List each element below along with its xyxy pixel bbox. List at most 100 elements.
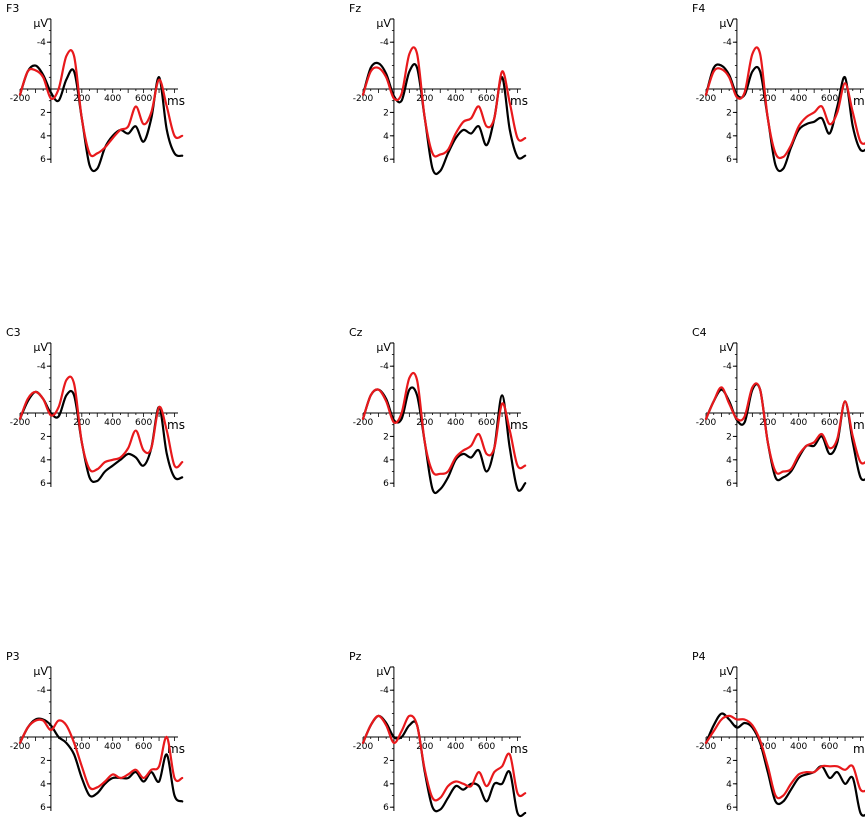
x-tick-label: 600 [135,742,152,752]
x-tick-label: 200 [73,418,90,428]
y-tick-label: 2 [40,432,46,442]
x-tick-label: 600 [821,742,838,752]
x-unit-label: ms [853,742,865,756]
y-tick-label: 4 [40,456,46,466]
y-tick-label: 4 [40,132,46,142]
y-tick-label: 4 [726,780,732,790]
y-tick-label: -4 [37,686,46,696]
y-tick-label: 2 [726,108,732,118]
x-tick-label: 400 [447,418,464,428]
y-tick-label: 2 [726,756,732,766]
y-tick-label: 2 [383,108,389,118]
erp-waveform-red [18,49,184,158]
electrode-label: F3 [6,2,19,15]
x-tick-label: 400 [447,742,464,752]
y-tick-label: 6 [383,803,389,813]
y-tick-label: 6 [40,155,46,165]
y-tick-label: 4 [383,132,389,142]
x-tick-label: 600 [135,418,152,428]
x-tick-label: 200 [416,742,433,752]
x-tick-label: -200 [696,742,717,752]
electrode-label: Cz [349,326,363,339]
x-tick-label: 400 [104,418,121,428]
erp-panel-c3: C3 µV -4 2 4 6 -200 200 400 600 ms [6,326,185,489]
electrode-label: Pz [349,650,362,663]
x-tick-label: 200 [759,742,776,752]
x-tick-label: 600 [478,742,495,752]
x-tick-label: -200 [10,418,31,428]
electrode-label: P3 [6,650,20,663]
x-tick-label: 400 [790,418,807,428]
x-tick-label: 600 [821,418,838,428]
x-tick-label: -200 [353,94,374,104]
y-tick-label: 2 [726,432,732,442]
erp-waveform-red [18,718,184,791]
y-tick-label: -4 [37,362,46,372]
y-tick-label: 2 [40,756,46,766]
x-unit-label: ms [510,742,528,756]
y-tick-label: 6 [726,155,732,165]
electrode-label: F4 [692,2,705,15]
x-tick-label: 200 [73,742,90,752]
erp-waveform-red [704,46,865,160]
x-tick-label: 200 [416,418,433,428]
erp-waveform-red [361,46,527,158]
x-unit-label: ms [167,742,185,756]
y-unit-label: µV [376,17,391,30]
x-tick-label: 400 [790,94,807,104]
x-unit-label: ms [510,94,528,108]
erp-panel-p3: P3 µV -4 2 4 6 -200 200 400 600 ms [6,650,185,813]
y-tick-label: 2 [383,756,389,766]
x-tick-label: -200 [10,94,31,104]
x-tick-label: 400 [790,742,807,752]
y-unit-label: µV [33,665,48,678]
y-tick-label: 4 [383,456,389,466]
x-tick-label: 400 [104,742,121,752]
y-unit-label: µV [719,341,734,354]
y-tick-label: 6 [40,803,46,813]
erp-panel-f3: F3 µV -4 2 4 6 -200 200 400 600 ms [6,2,185,173]
erp-waveform-red [361,371,527,476]
y-tick-label: -4 [380,38,389,48]
electrode-label: C3 [6,326,21,339]
x-tick-label: -200 [696,94,717,104]
erp-waveform-red [704,714,865,800]
erp-waveform-red [18,375,184,473]
y-tick-label: -4 [380,686,389,696]
erp-panel-fz: Fz µV -4 2 4 6 -200 200 400 600 ms [349,2,528,176]
x-unit-label: ms [510,418,528,432]
y-unit-label: µV [33,341,48,354]
erp-waveform-black [361,714,527,818]
y-unit-label: µV [719,665,734,678]
x-tick-label: -200 [696,418,717,428]
erp-waveform-red [361,714,527,802]
x-tick-label: -200 [353,418,374,428]
y-tick-label: 4 [726,132,732,142]
electrode-label: Fz [349,2,361,15]
y-tick-label: -4 [723,686,732,696]
x-tick-label: 200 [73,94,90,104]
y-unit-label: µV [33,17,48,30]
x-tick-label: 400 [447,94,464,104]
y-unit-label: µV [376,341,391,354]
y-tick-label: 2 [40,108,46,118]
x-unit-label: ms [853,418,865,432]
y-tick-label: -4 [723,362,732,372]
x-tick-label: 600 [478,94,495,104]
y-tick-label: 6 [726,803,732,813]
x-unit-label: ms [853,94,865,108]
erp-panel-c4: C4 µV -4 2 4 6 -200 200 400 600 ms [692,326,865,489]
x-tick-label: -200 [10,742,31,752]
x-tick-label: 200 [759,94,776,104]
y-tick-label: 6 [40,479,46,489]
erp-waveform-black [18,717,184,803]
y-tick-label: 4 [40,780,46,790]
electrode-label: P4 [692,650,706,663]
x-tick-label: 400 [104,94,121,104]
y-tick-label: 6 [383,155,389,165]
y-tick-label: 4 [383,780,389,790]
x-tick-label: 200 [416,94,433,104]
x-tick-label: 600 [135,94,152,104]
